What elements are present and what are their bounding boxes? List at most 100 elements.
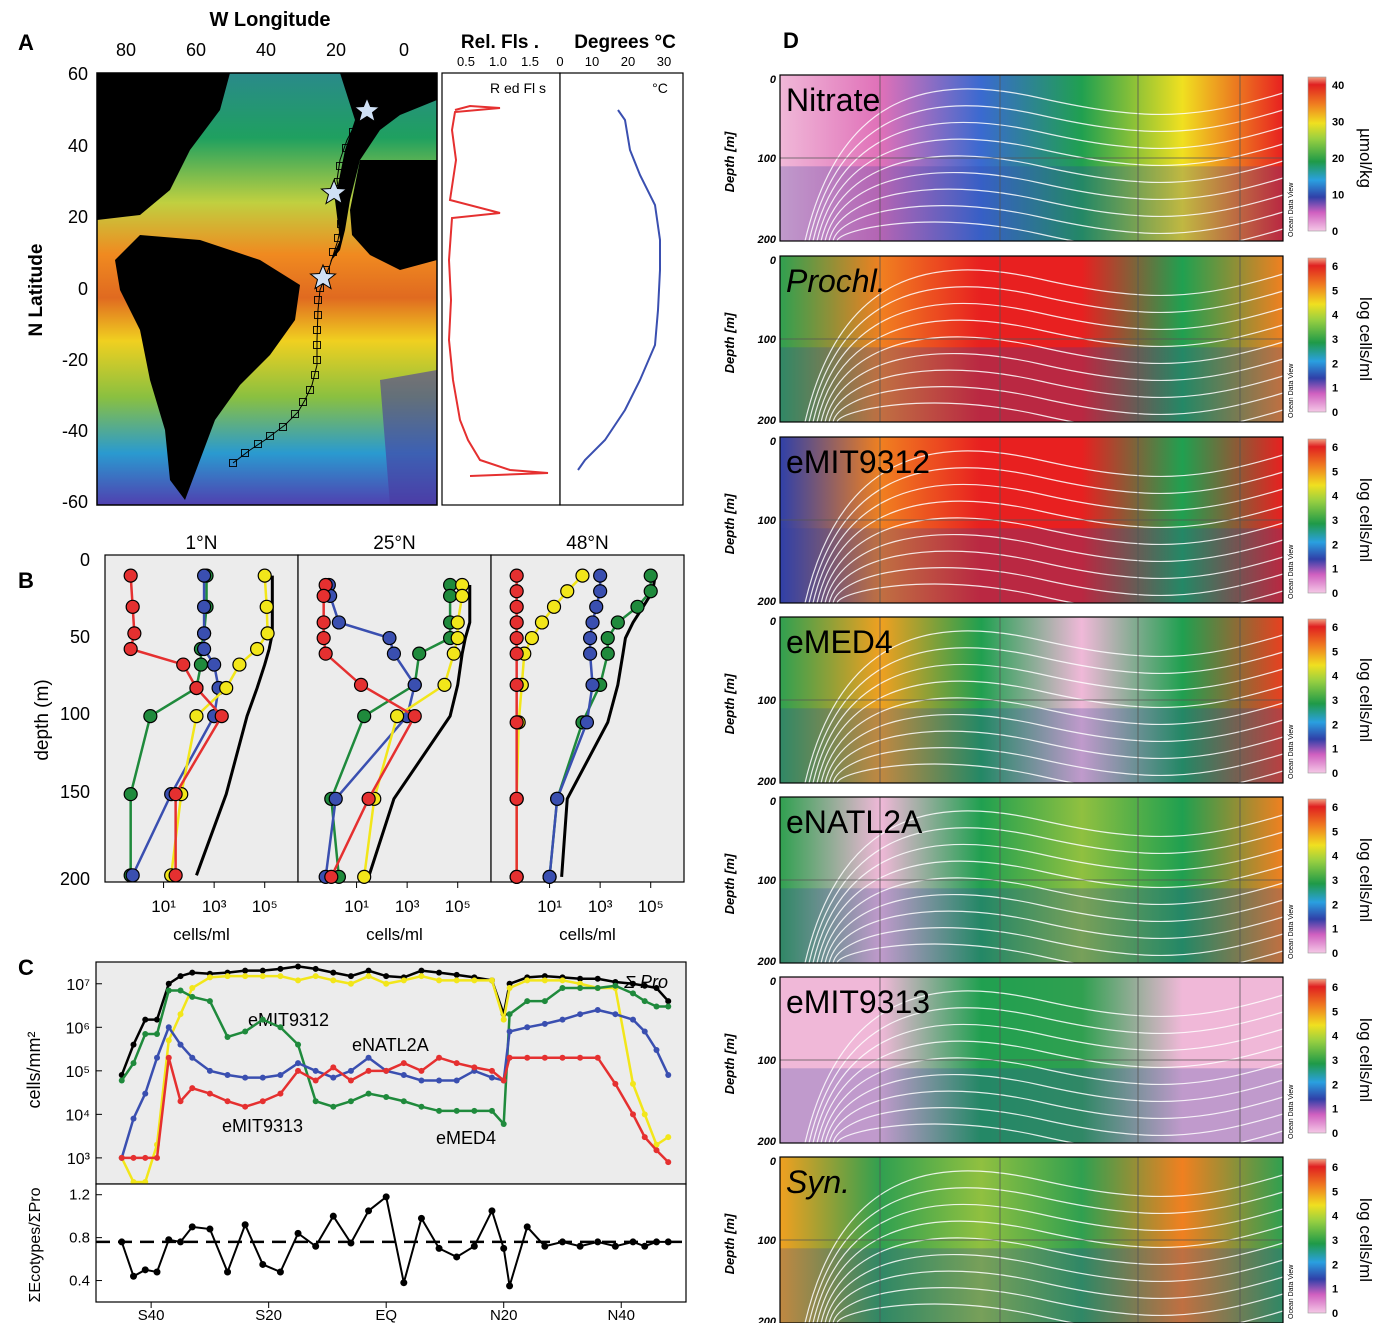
- cruise-track: [232, 111, 369, 464]
- lat-tick-60: 60: [68, 64, 88, 84]
- temperature-contour: [816, 138, 1284, 242]
- profile-point-emed4: [257, 568, 272, 583]
- latitudinal-point: [436, 977, 443, 984]
- section-frame: [779, 436, 1284, 604]
- latitudinal-point: [130, 1060, 137, 1067]
- latitudinal-point: [471, 977, 478, 984]
- y-tick-label: 10⁴: [65, 1107, 90, 1124]
- temperature-contour: [832, 927, 1284, 964]
- color-scale-tick: 2: [1332, 719, 1338, 731]
- latitudinal-point: [295, 977, 302, 984]
- color-scale-tick: 4: [1332, 1211, 1339, 1223]
- profile-point-emit9313: [316, 630, 331, 646]
- latitudinal-point: [189, 993, 196, 1000]
- latitudinal-point: [506, 1011, 513, 1018]
- profile-point-enatl2a: [143, 708, 158, 724]
- latitudinal-point: [594, 1006, 601, 1013]
- profile-point-emed4: [560, 584, 575, 599]
- temp-frame: [559, 72, 684, 506]
- x-tick-label: 10³: [395, 897, 420, 916]
- latitudinal-point: [594, 975, 601, 982]
- latitudinal-point: [436, 969, 443, 976]
- depth-tick-200: 200: [60, 869, 90, 889]
- latitudinal-point: [418, 1103, 425, 1110]
- temperature-contour: [832, 1107, 1284, 1144]
- profile-point-enatl2a: [357, 708, 372, 724]
- temperature-contour: [824, 713, 1284, 784]
- color-scale-tick: 2: [1332, 899, 1338, 911]
- section-depth-tick: 200: [757, 1136, 777, 1148]
- cells-mm2-ticks: 10⁷ 10⁶ 10⁵ 10⁴ 10³: [65, 977, 102, 1168]
- profile-point-emed4: [575, 568, 590, 583]
- lat-tick-label: EQ: [375, 1307, 397, 1323]
- color-scale-tick: 0: [1332, 226, 1338, 238]
- latitudinal-point: [365, 1054, 372, 1061]
- color-scale-bar: [1307, 76, 1327, 232]
- temperature-contour: [812, 483, 1284, 604]
- temperature-contour: [836, 221, 1284, 252]
- x-tick-label: 10⁵: [638, 897, 664, 916]
- x-axis-title: cells/ml: [559, 925, 616, 944]
- temp-trace: [577, 109, 661, 471]
- ratio-axis-title: ΣEcotypes/ΣPro: [27, 1187, 44, 1302]
- latitudinal-line: [120, 974, 669, 1184]
- station-marker: [334, 234, 342, 242]
- station-marker: [306, 386, 314, 394]
- latitudinal-point: [312, 965, 319, 972]
- temperature-contour: [828, 550, 1284, 604]
- latitudinal-point: [130, 1115, 137, 1122]
- lat-tick-label: N20: [490, 1307, 518, 1323]
- profile-point-emit9312: [207, 657, 222, 672]
- latitudinal-point: [330, 1074, 337, 1081]
- temperature-contour: [816, 680, 1284, 784]
- latitudinal-point: [629, 1111, 636, 1118]
- latitudinal-point: [189, 1054, 196, 1061]
- latitudinal-point: [453, 1107, 460, 1114]
- temperature-contour: [828, 1270, 1284, 1323]
- latitudinal-point: [154, 1031, 161, 1038]
- ratio-point: [453, 1253, 461, 1261]
- profile-point-emit9313: [509, 615, 524, 630]
- profile-point-emit9313: [123, 568, 138, 583]
- fluor-title: Rel. Fls .: [461, 32, 539, 53]
- latitudinal-point: [259, 1016, 266, 1023]
- ratio-point: [435, 1244, 443, 1252]
- latitudinal-point: [471, 1064, 478, 1071]
- latitudinal-point: [400, 1072, 407, 1079]
- x-tick-label: 10¹: [537, 897, 562, 916]
- ratio-point: [241, 1221, 249, 1229]
- ratio-point: [558, 1238, 566, 1246]
- profile-line-enatl2a: [548, 575, 652, 877]
- section-title: Prochl.: [786, 263, 886, 299]
- section-depth-title: Depth [m]: [722, 853, 737, 914]
- latitudinal-point: [277, 1090, 284, 1097]
- color-scale-tick: 1: [1332, 1284, 1338, 1296]
- color-scale-tick: 1: [1332, 383, 1338, 395]
- profile-point-emit9312: [550, 791, 565, 806]
- color-scale-tick: 6: [1332, 802, 1338, 814]
- section-depth-tick: 200: [757, 776, 777, 788]
- latitudinal-point: [641, 1028, 648, 1035]
- temperature-contour: [808, 1007, 1284, 1144]
- profile-point-emit9312: [582, 630, 598, 646]
- ratio-point: [347, 1239, 355, 1247]
- color-scale-tick: 10: [1332, 190, 1344, 202]
- panel-label-c: C: [18, 955, 34, 980]
- profile-point-emit9312: [196, 568, 212, 583]
- latitudinal-point: [347, 1098, 354, 1105]
- profile-point-emed4: [260, 626, 275, 641]
- latitudinal-point: [295, 1041, 302, 1048]
- latitudinal-point: [177, 1011, 184, 1018]
- temperature-contour: [836, 583, 1284, 614]
- profile-point-enatl2a: [610, 615, 625, 630]
- depth-profiles: 1°N 10¹ 10³ 10⁵ cells/ml 25°N 10¹ 10³ 10⁵ cells/m…: [104, 533, 685, 944]
- latitudinal-point: [365, 973, 372, 980]
- latitudinal-point: [418, 1077, 425, 1084]
- latitudinal-point: [541, 1054, 548, 1061]
- latitudinal-point: [224, 1072, 231, 1079]
- latitudinal-point: [154, 1154, 161, 1161]
- latitudinal-point: [577, 980, 584, 987]
- color-scale-tick: 2: [1332, 1259, 1338, 1271]
